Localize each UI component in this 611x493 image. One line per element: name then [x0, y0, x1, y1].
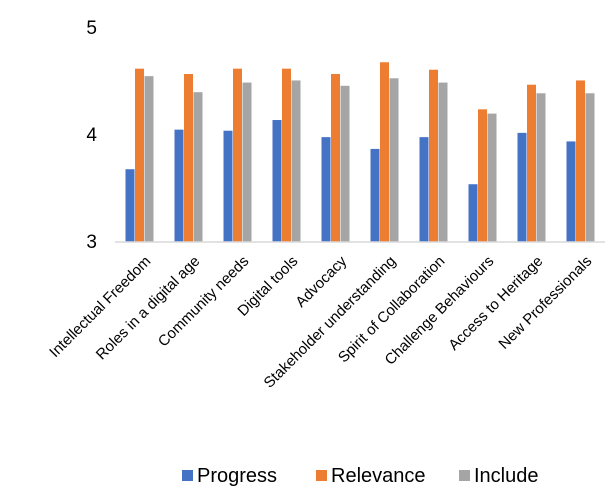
bar-progress-advocacy — [321, 137, 331, 242]
bar-relevance-advocacy — [331, 74, 340, 242]
legend-label-progress: Progress — [197, 465, 277, 487]
legend-label-relevance: Relevance — [331, 465, 426, 487]
bar-progress-access-to-heritage — [517, 132, 527, 242]
legend-swatch-include — [459, 470, 470, 481]
x-tick-label-new-professionals: New Professionals — [495, 253, 595, 353]
bar-relevance-community-needs — [233, 68, 242, 242]
bar-relevance-stakeholder-understanding — [380, 62, 389, 242]
y-tick-label: 3 — [86, 232, 97, 253]
bar-progress-spirit-of-collaboration — [419, 137, 429, 242]
y-tick-label: 4 — [86, 125, 97, 146]
x-tick-label-community-needs: Community needs — [155, 253, 253, 351]
bar-include-new-professionals — [585, 93, 595, 243]
legend-item-progress: Progress — [182, 465, 277, 487]
bars-group — [125, 62, 595, 243]
bar-include-spirit-of-collaboration — [438, 82, 448, 242]
bar-relevance-intellectual-freedom — [135, 68, 144, 242]
bar-progress-community-needs — [223, 130, 233, 242]
bar-include-stakeholder-understanding — [389, 78, 399, 242]
legend-item-include: Include — [459, 465, 539, 487]
bar-relevance-digital-tools — [282, 68, 291, 242]
bar-include-challenge-behaviours — [487, 113, 497, 242]
bar-progress-digital-tools — [272, 120, 282, 242]
bar-relevance-new-professionals — [576, 80, 585, 243]
bar-relevance-access-to-heritage — [527, 84, 536, 243]
y-tick-label: 5 — [86, 18, 97, 39]
bar-include-advocacy — [340, 85, 350, 242]
legend-label-include: Include — [474, 465, 539, 487]
bar-include-community-needs — [242, 82, 252, 242]
bar-relevance-roles-in-a-digital-age — [184, 74, 193, 242]
legend: Progress Relevance Include — [182, 465, 539, 487]
legend-swatch-progress — [182, 470, 193, 481]
bar-include-intellectual-freedom — [144, 76, 154, 243]
bar-relevance-spirit-of-collaboration — [429, 69, 438, 242]
bar-progress-roles-in-a-digital-age — [174, 129, 184, 242]
bar-relevance-challenge-behaviours — [478, 109, 487, 242]
bar-include-access-to-heritage — [536, 93, 546, 243]
bar-include-digital-tools — [291, 80, 301, 243]
bar-progress-new-professionals — [566, 141, 576, 242]
y-axis-tick-labels: 3 4 5 — [86, 18, 97, 253]
bar-progress-challenge-behaviours — [468, 184, 478, 242]
legend-swatch-relevance — [316, 470, 327, 481]
x-tick-label-access-to-heritage: Access to Heritage — [445, 253, 546, 354]
legend-item-relevance: Relevance — [316, 465, 426, 487]
bar-progress-intellectual-freedom — [125, 169, 135, 242]
bar-include-roles-in-a-digital-age — [193, 92, 203, 242]
bar-progress-stakeholder-understanding — [370, 148, 380, 242]
